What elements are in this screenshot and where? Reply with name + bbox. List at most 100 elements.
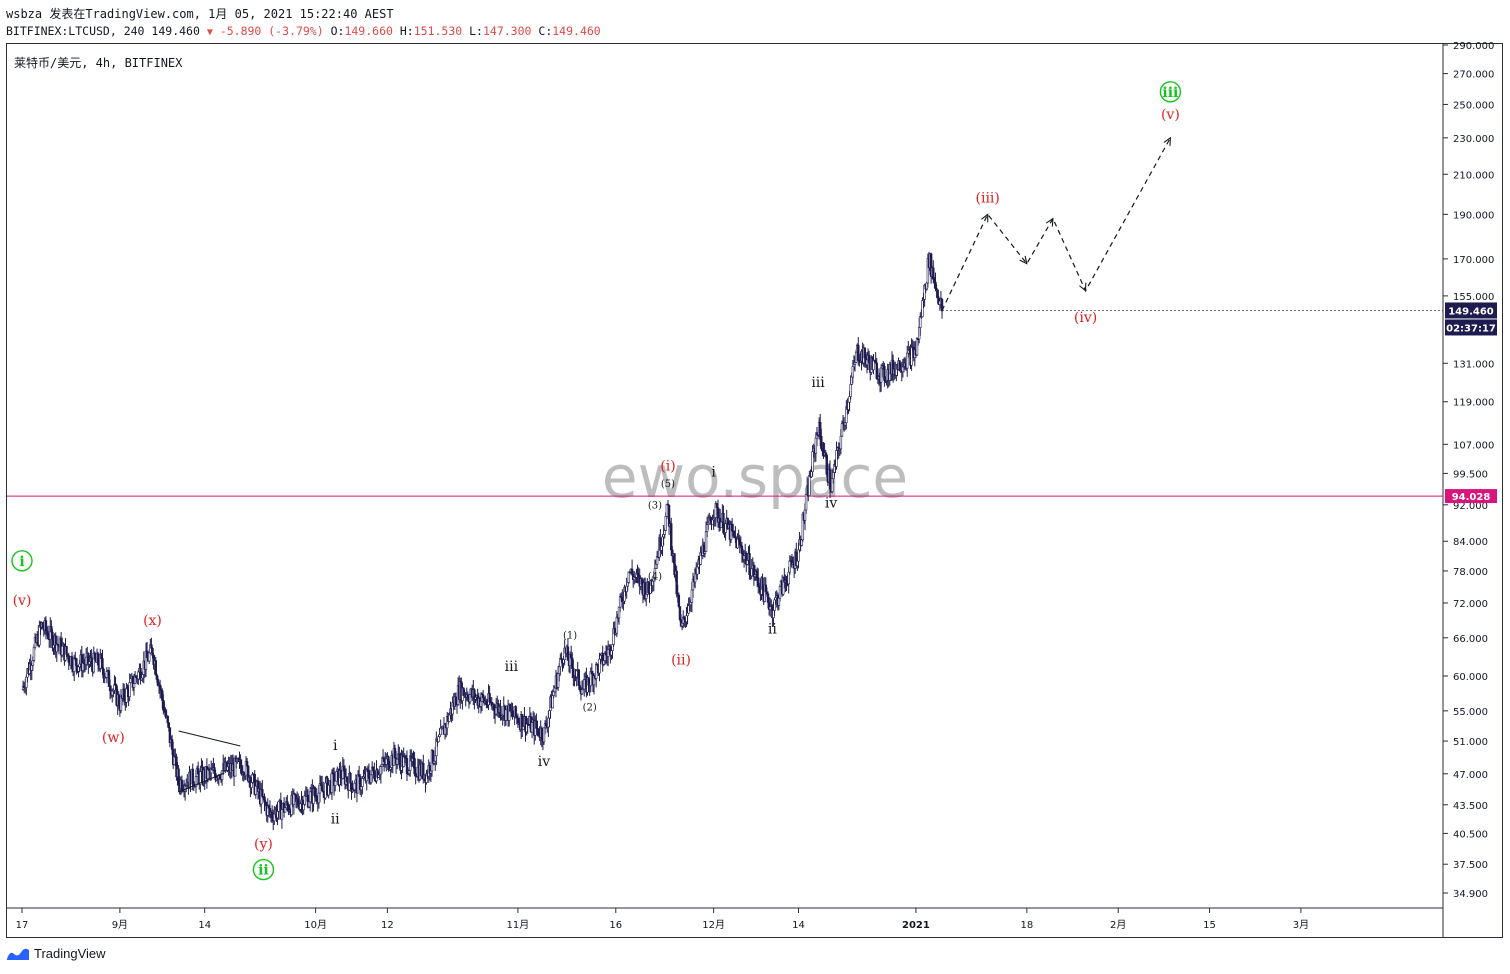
high-value: 151.530 xyxy=(413,24,463,38)
y-tick-label: 47.000 xyxy=(1453,770,1488,781)
triangle-upper-line xyxy=(178,730,241,747)
candle-body xyxy=(333,780,337,786)
last-price-label: 149.460 xyxy=(1448,306,1494,317)
wave-label: (x) xyxy=(143,613,162,629)
x-tick-label: 12月 xyxy=(702,919,725,931)
y-tick-label: 92.000 xyxy=(1453,501,1488,512)
x-tick-label: 9月 xyxy=(112,919,128,931)
low-value: 147.300 xyxy=(482,24,532,38)
y-tick-label: 190.000 xyxy=(1453,210,1494,221)
candle-body xyxy=(132,683,136,688)
candle-body xyxy=(154,660,157,676)
y-tick-label: 250.000 xyxy=(1453,100,1494,111)
candle-body xyxy=(167,722,171,728)
wave-circle xyxy=(252,858,275,881)
wave-label: (v) xyxy=(13,593,32,609)
candle-body xyxy=(722,512,725,534)
ticker-label: BITFINEX:LTCUSD, 240 xyxy=(6,24,145,38)
chart-frame xyxy=(6,43,1503,938)
projection-arrowhead xyxy=(981,213,989,223)
wave-label: (w) xyxy=(102,730,125,746)
y-tick-label: 290.000 xyxy=(1453,41,1494,52)
projection-arrowhead xyxy=(1163,136,1172,146)
x-tick-label: 18 xyxy=(1020,920,1033,931)
wave-label: (iv) xyxy=(1074,310,1097,326)
y-tick-label: 131.000 xyxy=(1453,359,1494,370)
wave-label: (ii) xyxy=(671,653,691,669)
y-tick-label: 51.000 xyxy=(1453,737,1488,748)
wave-label: (2) xyxy=(583,703,597,714)
tradingview-brand: TradingView xyxy=(34,946,106,961)
y-tick-label: 230.000 xyxy=(1453,134,1494,145)
countdown-label: 02:37:17 xyxy=(1446,323,1496,334)
candle-body xyxy=(75,658,78,666)
watermark-text: ewo.space xyxy=(602,443,908,511)
wave-label: iv xyxy=(825,496,837,512)
wave-label: (3) xyxy=(648,500,662,511)
y-tick-label: 84.000 xyxy=(1453,537,1488,548)
wave-label: iii xyxy=(811,375,825,391)
projection-arrowhead xyxy=(1019,255,1028,265)
wave-label: i xyxy=(711,464,716,480)
y-tick-label: 119.000 xyxy=(1453,398,1494,409)
wave-label: iv xyxy=(538,754,550,770)
y-tick-label: 37.500 xyxy=(1453,860,1488,871)
candle-body xyxy=(261,789,264,797)
projection-arrowhead xyxy=(1046,217,1054,227)
y-tick-label: 72.000 xyxy=(1453,599,1488,610)
candle-body xyxy=(514,706,517,717)
candle-body xyxy=(303,795,306,805)
wave-label: (iii) xyxy=(976,191,1000,207)
tradingview-footer[interactable]: TradingView xyxy=(6,946,106,961)
symbol-title: 莱特币/美元, 4h, BITFINEX xyxy=(14,56,183,70)
x-tick-label: 15 xyxy=(1203,920,1216,931)
candle-body xyxy=(677,594,681,607)
wave-label: (i) xyxy=(660,458,675,474)
x-tick-label: 2月 xyxy=(1110,919,1126,931)
y-tick-label: 210.000 xyxy=(1453,170,1494,181)
y-tick-label: 34.900 xyxy=(1453,889,1488,900)
y-tick-label: 55.000 xyxy=(1453,707,1488,718)
candle-body xyxy=(825,454,828,475)
candle-body xyxy=(65,646,68,655)
y-tick-label: 155.000 xyxy=(1453,292,1494,303)
y-tick-label: 170.000 xyxy=(1453,255,1494,266)
open-label: O: xyxy=(330,24,345,38)
wave-label: (4) xyxy=(648,572,662,583)
projection-path xyxy=(941,137,1171,311)
candle-body xyxy=(277,801,280,812)
candle-body xyxy=(308,791,312,803)
candle-body xyxy=(808,475,811,496)
y-tick-label: 107.000 xyxy=(1453,440,1494,451)
x-tick-label: 10月 xyxy=(304,919,327,931)
candle-body xyxy=(361,778,364,787)
level-badge-label: 94.028 xyxy=(1452,492,1491,503)
candle-body xyxy=(166,715,169,724)
x-tick-label: 14 xyxy=(792,920,805,931)
chart-publish-info: wsbza 发表在TradingView.com, 1月 05, 2021 15… xyxy=(6,7,394,21)
wave-label: i xyxy=(19,554,24,570)
y-tick-label: 78.000 xyxy=(1453,567,1488,578)
wave-label: (v) xyxy=(1161,107,1180,123)
candle-body xyxy=(580,689,584,695)
price-change: -5.890 (-3.79%) xyxy=(219,24,324,38)
wave-circle xyxy=(1159,81,1182,103)
candle-body xyxy=(940,299,944,312)
tradingview-logo-icon xyxy=(7,948,29,960)
candle-body xyxy=(137,671,140,680)
last-price-badge xyxy=(1445,302,1497,319)
triangle-lower-line xyxy=(178,772,225,793)
high-label: H: xyxy=(399,24,414,38)
candle-body xyxy=(849,383,852,397)
wave-label: (y) xyxy=(254,836,273,852)
wave-label: i xyxy=(333,738,338,754)
close-value: 149.460 xyxy=(552,24,601,38)
x-tick-label: 17 xyxy=(16,920,29,931)
x-tick-label: 2021 xyxy=(902,920,930,931)
x-tick-label: 16 xyxy=(609,920,622,931)
y-tick-label: 43.500 xyxy=(1453,801,1488,812)
candle-body xyxy=(128,682,131,697)
x-tick-label: 3月 xyxy=(1293,919,1309,931)
wave-label: ii xyxy=(331,812,340,828)
